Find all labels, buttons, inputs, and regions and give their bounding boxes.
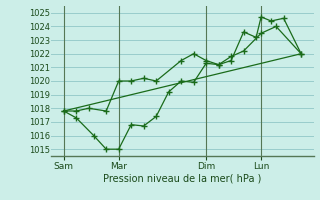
X-axis label: Pression niveau de la mer( hPa ): Pression niveau de la mer( hPa ) [103, 173, 261, 183]
